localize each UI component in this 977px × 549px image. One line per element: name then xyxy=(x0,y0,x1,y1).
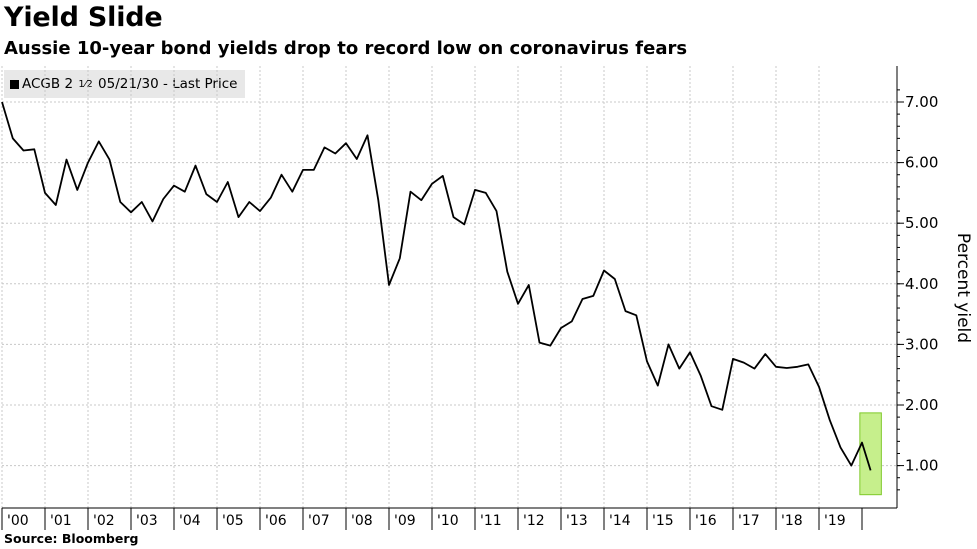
x-tick-label: '08 xyxy=(351,513,373,529)
x-axis-ticks: '00 '01 '02 '03 '04 '05 '06 '07 '08 '09 '10 '11 '12 '… xyxy=(1,508,863,530)
x-tick-label: '14 xyxy=(609,513,631,529)
x-tick-label: '19 xyxy=(824,513,846,529)
x-tick-label: '00 xyxy=(7,513,29,529)
legend-swatch xyxy=(10,79,19,89)
highlight-layer xyxy=(859,412,882,496)
y-tick-label: 7.00 xyxy=(905,93,938,111)
x-tick-label: '01 xyxy=(50,513,72,529)
x-tick-label: '04 xyxy=(179,513,201,529)
y-tick-label: 1.00 xyxy=(905,457,938,475)
y-tick-label: 6.00 xyxy=(905,154,938,172)
legend-label-pre: ACGB 2 xyxy=(22,76,74,92)
series-line xyxy=(1,101,872,471)
x-tick-label: '18 xyxy=(781,513,803,529)
chart-title: Yield Slide xyxy=(4,2,163,33)
y-axis-ticks: 1.00 2.00 3.00 4.00 5.00 6.00 7.00 xyxy=(897,93,938,475)
x-tick-label: '13 xyxy=(566,513,588,529)
x-tick-label: '15 xyxy=(652,513,674,529)
y-tick-label: 3.00 xyxy=(905,335,938,353)
legend-label-frac: 1⁄2 xyxy=(78,78,93,90)
y-tick-label: 5.00 xyxy=(905,214,938,232)
y-axis-label: Percent yield xyxy=(953,232,973,344)
chart-subtitle: Aussie 10-year bond yields drop to recor… xyxy=(4,38,688,59)
y-tick-label: 4.00 xyxy=(905,275,938,293)
x-tick-label: '10 xyxy=(437,513,459,529)
x-tick-label: '05 xyxy=(222,513,244,529)
legend-label-post: 05/21/30 - Last Price xyxy=(98,76,238,92)
source-note: Source: Bloomberg xyxy=(4,531,139,546)
x-tick-label: '03 xyxy=(136,513,158,529)
x-tick-label: '12 xyxy=(523,513,545,529)
x-tick-label: '11 xyxy=(480,513,502,529)
series-layer xyxy=(1,101,872,471)
x-tick-label: '16 xyxy=(695,513,717,529)
legend: ACGB 2 1⁄2 05/21/30 - Last Price xyxy=(4,70,246,98)
x-tick-label: '02 xyxy=(93,513,115,529)
x-tick-label: '09 xyxy=(394,513,416,529)
x-tick-label: '17 xyxy=(738,513,760,529)
x-tick-label: '07 xyxy=(308,513,330,529)
x-tick-label: '06 xyxy=(265,513,287,529)
gridlines xyxy=(1,66,897,508)
highlight-box xyxy=(859,412,882,496)
y-tick-label: 2.00 xyxy=(905,396,938,414)
axes xyxy=(2,66,900,509)
